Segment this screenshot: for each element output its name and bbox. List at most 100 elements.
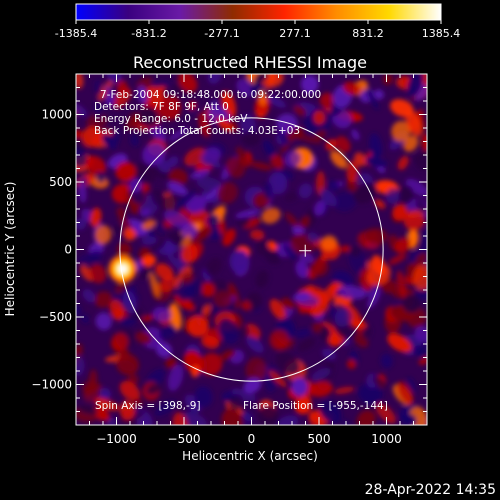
intensity-blob [184, 147, 206, 166]
intensity-blob [296, 134, 323, 144]
intensity-blob [180, 412, 208, 425]
intensity-blob [82, 385, 100, 403]
intensity-blob [167, 364, 184, 392]
intensity-blob [86, 113, 108, 130]
intensity-blob [201, 335, 220, 349]
intensity-blob [414, 326, 427, 343]
intensity-blob [245, 357, 267, 383]
intensity-blob [346, 359, 357, 370]
method-counts-annotation: Back Projection Total counts: 4.03E+03 [94, 125, 300, 137]
solar-limb-circle [119, 117, 384, 382]
intensity-blob [221, 408, 243, 425]
intensity-blob [330, 150, 348, 169]
intensity-blob [176, 277, 195, 301]
intensity-blob [141, 254, 156, 267]
intensity-blob [149, 272, 160, 298]
intensity-blob [291, 377, 308, 396]
intensity-blob [255, 270, 269, 288]
y-tick-label: −500 [39, 310, 72, 324]
intensity-blob [258, 405, 280, 425]
intensity-blob [366, 87, 379, 110]
intensity-blob [93, 79, 103, 95]
intensity-blob [408, 406, 427, 425]
intensity-blob [256, 236, 268, 256]
colorbar-tick-label: 831.2 [352, 27, 384, 40]
intensity-blob [385, 187, 400, 204]
intensity-blob [164, 210, 190, 229]
intensity-blob [216, 117, 233, 132]
intensity-blob [235, 209, 260, 218]
intensity-blob [158, 325, 177, 340]
intensity-blob [151, 239, 166, 251]
intensity-blob [263, 182, 273, 200]
intensity-blob [159, 276, 177, 293]
intensity-blob [191, 365, 200, 378]
intensity-blob [173, 294, 195, 311]
intensity-blob [308, 381, 333, 397]
intensity-blob [413, 345, 425, 357]
colorbar-tick-label: 1385.4 [422, 27, 461, 40]
intensity-blob [106, 74, 123, 85]
colorbar-tick-label: 277.1 [279, 27, 311, 40]
intensity-blob [140, 266, 153, 280]
intensity-blob [407, 74, 424, 98]
spin-axis-annotation: Spin Axis = [398,-9] [95, 400, 201, 412]
intensity-blob [181, 272, 195, 284]
intensity-blob [300, 75, 319, 94]
intensity-blob [116, 80, 128, 96]
intensity-blob [141, 314, 155, 322]
y-axis-label: Heliocentric Y (arcsec) [3, 182, 17, 317]
intensity-blob [149, 80, 171, 87]
intensity-blob [154, 220, 165, 234]
intensity-blob [82, 288, 96, 303]
y-tick-label: 500 [49, 175, 72, 189]
intensity-blob [146, 383, 162, 395]
intensity-blob [283, 244, 297, 260]
render-timestamp: 28-Apr-2022 14:35 [365, 482, 496, 498]
detectors-annotation: Detectors: 7F 8F 9F, Att 0 [94, 101, 229, 113]
intensity-blob [388, 254, 407, 265]
intensity-blob [236, 78, 254, 97]
intensity-blob [88, 369, 98, 390]
intensity-blob [202, 303, 211, 316]
intensity-blob [78, 182, 87, 204]
intensity-blob [133, 398, 143, 408]
intensity-blob [169, 303, 182, 331]
intensity-blob [279, 143, 290, 154]
intensity-blob [285, 212, 299, 228]
colorbar-tick-label: -277.1 [204, 27, 239, 40]
colorbar-tick-label: -1385.4 [55, 27, 97, 40]
flare-position-annotation: Flare Position = [-955,-144] [243, 400, 388, 412]
intensity-blob [258, 89, 267, 107]
spin-axis-marker [299, 244, 312, 257]
intensity-blob [89, 207, 102, 228]
intensity-blob [168, 168, 189, 186]
intensity-blob [116, 353, 139, 376]
colorbar [75, 3, 442, 21]
intensity-blob [123, 228, 137, 241]
intensity-blob [95, 312, 112, 331]
intensity-blob [217, 182, 238, 204]
colorbar-tick-label: -831.2 [131, 27, 166, 40]
intensity-blob [96, 171, 106, 184]
intensity-blob [264, 249, 281, 265]
intensity-blob [167, 181, 188, 195]
intensity-blob [204, 158, 222, 168]
intensity-blob [243, 377, 261, 394]
intensity-blob [387, 333, 412, 353]
intensity-blob [130, 134, 139, 147]
intensity-blob [228, 394, 244, 411]
intensity-blob [228, 282, 240, 309]
intensity-blob [349, 320, 367, 329]
intensity-blob [249, 161, 273, 171]
x-axis-label: Heliocentric X (arcsec) [182, 449, 318, 463]
intensity-blob [298, 183, 313, 199]
intensity-blob [94, 291, 113, 308]
flare-source-peak [117, 263, 128, 274]
intensity-blob [405, 178, 427, 197]
chart-title: Reconstructed RHESSI Image [133, 53, 367, 72]
intensity-blob [310, 258, 329, 277]
intensity-blob [222, 228, 236, 247]
intensity-blob [299, 253, 314, 264]
